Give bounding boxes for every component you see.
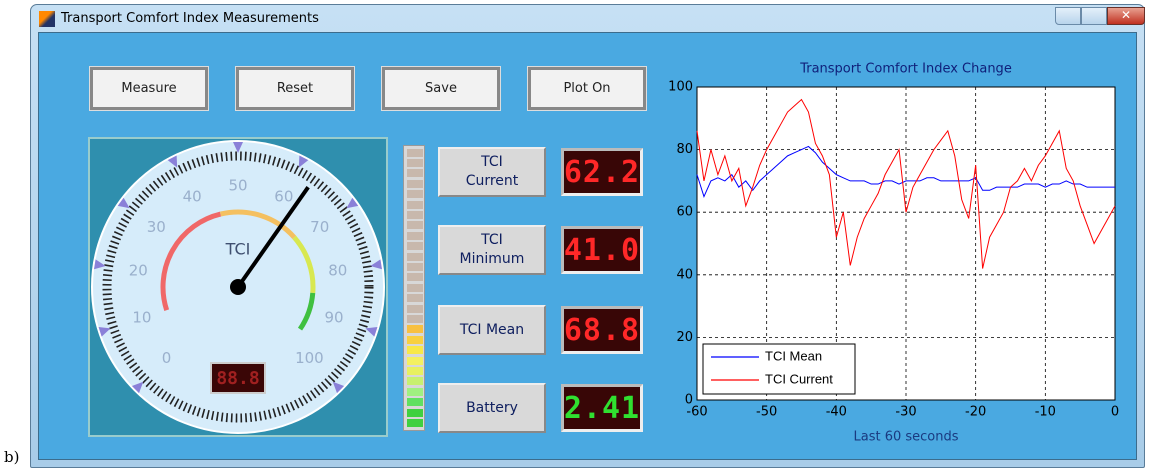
meter-segment <box>407 294 423 302</box>
meter-segment <box>407 149 423 157</box>
meter-segment <box>407 180 423 188</box>
maximize-button[interactable] <box>1081 7 1107 25</box>
y-tick-label: 80 <box>676 142 693 157</box>
legend-label: TCI Current <box>765 371 833 386</box>
figure-label: b) <box>4 448 19 466</box>
meter-segment <box>407 232 423 240</box>
meter-segment <box>407 325 423 333</box>
button[interactable]: Reset <box>236 67 354 110</box>
chart: Transport Comfort Index Change 0 20 40 60 80 1… <box>660 55 1130 450</box>
meter-segment <box>407 357 423 365</box>
legend-label: TCI Mean <box>765 348 822 363</box>
gauge-tick-label: 50 <box>228 177 247 195</box>
meter-segment <box>407 409 423 417</box>
x-tick-label: -10 <box>1035 405 1056 420</box>
chart-title: Transport Comfort Index Change <box>799 62 1012 77</box>
y-tick-label: 100 <box>668 80 693 95</box>
meter-segment <box>407 211 423 219</box>
gauge-hub <box>230 279 246 295</box>
gauge-tick-label: 90 <box>325 309 344 327</box>
readout-display: 62.2 <box>561 148 643 196</box>
meter-segment <box>407 263 423 271</box>
meter-segment <box>407 169 423 177</box>
readout-label[interactable]: TCI Current <box>438 147 546 197</box>
minimize-button[interactable] <box>1055 7 1081 25</box>
gauge-tick-label: 60 <box>274 188 293 206</box>
meter-segment <box>407 190 423 198</box>
meter-segment <box>407 388 423 396</box>
meter-segment <box>407 367 423 375</box>
meter-segment <box>407 159 423 167</box>
button[interactable]: Measure <box>90 67 208 110</box>
gauge-tick-label: 40 <box>183 188 202 206</box>
app-icon <box>39 11 55 27</box>
x-tick-label: -50 <box>756 405 777 420</box>
readout-display: 41.0 <box>561 226 643 274</box>
meter-segment <box>407 305 423 313</box>
readout-display: 68.8 <box>561 306 643 354</box>
readout-display: 2.41 <box>561 384 643 432</box>
gauge-label: TCI <box>225 240 251 259</box>
gauge-panel: 0 10 20 30 40 50 60 70 80 90 100 TCI 88.8 <box>88 137 388 437</box>
button[interactable]: Plot On <box>528 67 646 110</box>
meter-segment <box>407 242 423 250</box>
meter-segment <box>407 336 423 344</box>
screen: b) Transport Comfort Index Measurements … <box>0 0 1157 470</box>
meter-segment <box>407 315 423 323</box>
y-tick-label: 60 <box>676 205 693 220</box>
x-tick-label: -40 <box>826 405 847 420</box>
x-tick-label: -30 <box>895 405 916 420</box>
gauge-tick-label: 0 <box>162 349 172 367</box>
y-tick-label: 20 <box>676 330 693 345</box>
gauge-tick-label: 100 <box>295 349 324 367</box>
readout-label[interactable]: Battery <box>438 383 546 433</box>
meter-segment <box>407 253 423 261</box>
gauge: 0 10 20 30 40 50 60 70 80 90 100 TCI 88.8 <box>90 139 386 435</box>
meter-segment <box>407 419 423 427</box>
meter-segment <box>407 346 423 354</box>
readout-label[interactable]: TCI Minimum <box>438 225 546 275</box>
x-tick-label: -20 <box>965 405 986 420</box>
y-tick-label: 40 <box>676 267 693 282</box>
gauge-tick-label: 30 <box>147 218 166 236</box>
meter-segment <box>407 273 423 281</box>
readout-label[interactable]: TCI Mean <box>438 305 546 355</box>
meter-segment <box>407 201 423 209</box>
x-tick-label: 0 <box>1111 405 1119 420</box>
meter-segment <box>407 377 423 385</box>
gauge-display: 88.8 <box>216 368 259 389</box>
gauge-tick-label: 20 <box>129 262 148 280</box>
gauge-tick-label: 70 <box>310 218 329 236</box>
level-meter <box>403 145 425 431</box>
x-tick-label: -60 <box>686 405 707 420</box>
window-title: Transport Comfort Index Measurements <box>61 11 319 26</box>
meter-segment <box>407 398 423 406</box>
gauge-tick-label: 80 <box>328 262 347 280</box>
x-axis-label: Last 60 seconds <box>853 430 958 445</box>
gauge-tick-label: 10 <box>132 309 151 327</box>
button[interactable]: Save <box>382 67 500 110</box>
meter-segment <box>407 284 423 292</box>
close-button[interactable]: ✕ <box>1107 7 1145 25</box>
meter-segment <box>407 221 423 229</box>
